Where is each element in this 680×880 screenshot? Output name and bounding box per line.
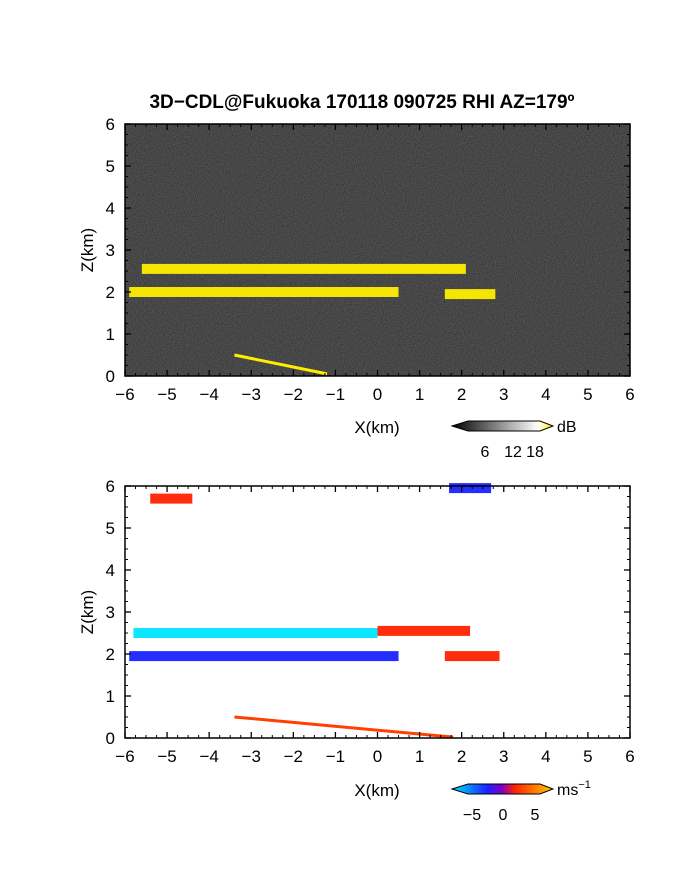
top-x-tick-label: 5 <box>583 385 592 404</box>
bottom-colorbar-ticks: −5 0 5 <box>463 807 540 824</box>
top-feature-layer_2.6km <box>141 263 466 274</box>
bottom-x-tick-label: 6 <box>625 747 634 766</box>
bottom-x-tick-label: −3 <box>242 747 261 766</box>
top-x-tick-label: 6 <box>625 385 634 404</box>
bottom-y-axis-label: Z(km) <box>78 590 97 634</box>
bottom-y-tick-label: 6 <box>106 477 115 496</box>
top-colorbar-ticks: 6 12 18 <box>481 444 544 461</box>
top-x-ticks: −6 −5 −4 −3 −2 −1 0 1 2 3 4 5 6 <box>115 124 635 404</box>
top-colorbar: dB 6 12 18 <box>450 419 577 461</box>
bottom-plot-background <box>125 486 630 738</box>
top-colorbar-tick-label: 6 <box>481 444 490 461</box>
top-noise-texture <box>125 124 630 376</box>
top-x-tick-label: −4 <box>199 385 218 404</box>
top-x-tick-label: −5 <box>157 385 176 404</box>
top-x-tick-label: 2 <box>457 385 466 404</box>
top-colorbar-bar <box>450 420 555 432</box>
bottom-colorbar-unit-base: ms <box>557 782 578 799</box>
top-y-tick-label: 4 <box>106 199 115 218</box>
top-x-tick-label: 4 <box>541 385 550 404</box>
bottom-x-tick-label: 0 <box>373 747 382 766</box>
bottom-feature-ground_clutter <box>234 715 454 739</box>
bottom-feature-top_right_patch <box>449 483 492 494</box>
top-x-tick-label: −1 <box>326 385 345 404</box>
top-y-tick-label: 2 <box>106 283 115 302</box>
bottom-colorbar-tick-label: 0 <box>499 807 508 824</box>
bottom-colorbar-bar <box>450 783 555 795</box>
top-y-tick-label: 3 <box>106 241 115 260</box>
bottom-velocity-features <box>129 483 500 739</box>
top-colorbar-tick-label: 18 <box>526 444 544 461</box>
bottom-x-tick-label: −4 <box>199 747 218 766</box>
bottom-x-tick-label: 3 <box>499 747 508 766</box>
bottom-x-tick-label: −1 <box>326 747 345 766</box>
top-x-axis-label: X(km) <box>354 418 399 437</box>
top-colorbar-tick-label: 12 <box>504 444 522 461</box>
top-x-tick-label: −6 <box>115 385 134 404</box>
bottom-panel: −6 −5 −4 −3 −2 −1 0 1 2 3 4 5 6 0 1 2 3 4 5 6 X(km) Z(km) <box>78 477 635 800</box>
bottom-colorbar-tick-label: 5 <box>531 807 540 824</box>
bottom-x-tick-label: −5 <box>157 747 176 766</box>
top-x-tick-label: −2 <box>284 385 303 404</box>
bottom-feature-layer_2.6km_west <box>133 628 378 638</box>
bottom-y-tick-label: 3 <box>106 603 115 622</box>
bottom-y-tick-label: 2 <box>106 645 115 664</box>
bottom-x-tick-label: 5 <box>583 747 592 766</box>
bottom-x-tick-label: 2 <box>457 747 466 766</box>
bottom-colorbar-tick-label: −5 <box>463 807 481 824</box>
top-x-tick-label: 0 <box>373 385 382 404</box>
top-x-tick-label: 1 <box>415 385 424 404</box>
top-y-tick-label: 1 <box>106 325 115 344</box>
bottom-feature-layer_2.0km_east <box>444 651 500 662</box>
bottom-colorbar-unit-sup: −1 <box>578 779 591 791</box>
top-feature-layer_2.0km_east <box>444 289 496 300</box>
bottom-x-tick-label: −2 <box>284 747 303 766</box>
top-y-tick-label: 0 <box>106 367 115 386</box>
bottom-x-tick-label: −6 <box>115 747 134 766</box>
bottom-x-tick-label: 4 <box>541 747 550 766</box>
bottom-y-tick-label: 1 <box>106 687 115 706</box>
bottom-x-ticks: −6 −5 −4 −3 −2 −1 0 1 2 3 4 5 6 <box>115 486 635 766</box>
top-x-tick-label: 3 <box>499 385 508 404</box>
bottom-colorbar-unit: ms−1 <box>557 779 591 799</box>
bottom-y-tick-label: 4 <box>106 561 115 580</box>
top-y-axis-label: Z(km) <box>78 228 97 272</box>
top-y-tick-label: 5 <box>106 157 115 176</box>
top-panel: −6 −5 −4 −3 −2 −1 0 1 2 3 4 5 6 0 1 2 3 4 5 6 X(km) Z(km) <box>78 115 635 437</box>
bottom-y-ticks: 0 1 2 3 4 5 6 <box>106 477 630 748</box>
bottom-y-tick-label: 5 <box>106 519 115 538</box>
bottom-x-axis-label: X(km) <box>354 781 399 800</box>
top-x-tick-label: −3 <box>242 385 261 404</box>
bottom-feature-layer_2.0km <box>129 651 399 662</box>
top-feature-ground_clutter <box>234 353 328 376</box>
bottom-feature-top_left_patch <box>150 493 193 504</box>
chart-title: 3D−CDL@Fukuoka 170118 090725 RHI AZ=179º <box>149 92 574 113</box>
top-echo-features <box>129 263 496 376</box>
bottom-feature-layer_2.6km_east <box>377 625 471 636</box>
top-y-tick-label: 6 <box>106 115 115 134</box>
bottom-y-tick-label: 0 <box>106 729 115 748</box>
top-y-ticks: 0 1 2 3 4 5 6 <box>106 115 630 386</box>
top-colorbar-unit: dB <box>557 419 577 436</box>
bottom-x-tick-label: 1 <box>415 747 424 766</box>
bottom-colorbar: ms−1 −5 0 5 <box>450 779 591 824</box>
top-feature-layer_2.0km <box>129 287 399 297</box>
